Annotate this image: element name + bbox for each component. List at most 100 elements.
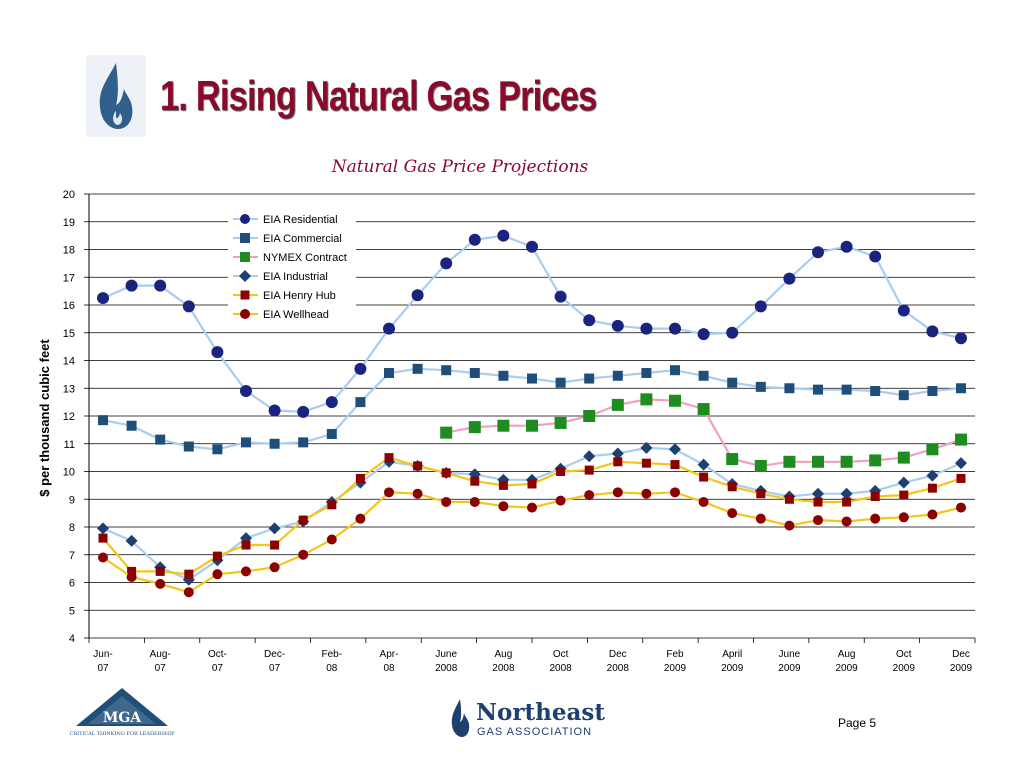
- x-tick-label-top: Aug: [495, 649, 513, 660]
- data-point: [212, 569, 223, 580]
- data-point: [955, 433, 967, 446]
- legend-label: EIA Industrial: [263, 271, 328, 283]
- data-point: [813, 384, 823, 395]
- data-point: [555, 377, 566, 388]
- x-tick-label-top: Feb: [666, 649, 684, 660]
- y-tick-label: 16: [63, 300, 75, 312]
- x-tick-label-top: June: [435, 649, 457, 660]
- series-layer: [97, 229, 967, 598]
- data-point: [840, 240, 853, 253]
- legend-marker: [240, 290, 250, 300]
- data-point: [640, 322, 653, 335]
- data-point: [870, 491, 880, 501]
- data-point: [956, 473, 966, 483]
- data-point: [240, 385, 252, 398]
- data-point: [98, 415, 108, 426]
- y-tick-label: 15: [63, 328, 75, 340]
- data-point: [526, 419, 538, 432]
- nga-logo-name: Northeast: [476, 699, 605, 726]
- data-point: [325, 396, 338, 409]
- data-point: [812, 246, 824, 259]
- data-point: [355, 513, 366, 524]
- data-point: [670, 365, 680, 376]
- data-point: [669, 394, 681, 407]
- data-point: [956, 383, 966, 394]
- data-point: [154, 279, 167, 292]
- x-tick-label-bottom: 2009: [950, 663, 973, 674]
- data-point: [497, 419, 510, 432]
- x-tick-label-bottom: 08: [383, 663, 395, 674]
- legend-item: EIA Commercial: [233, 233, 342, 245]
- data-point: [726, 453, 739, 466]
- legend-label: EIA Wellhead: [263, 309, 329, 321]
- data-point: [498, 370, 509, 381]
- data-point: [268, 522, 281, 535]
- data-point: [697, 328, 710, 341]
- data-point: [384, 487, 394, 498]
- data-point: [527, 502, 537, 513]
- data-point: [927, 386, 938, 397]
- data-point: [813, 515, 823, 526]
- data-point: [611, 447, 624, 460]
- data-point: [241, 437, 251, 448]
- data-point: [269, 438, 280, 449]
- data-point: [469, 497, 480, 508]
- data-point: [611, 319, 624, 332]
- data-point: [641, 488, 652, 499]
- data-point: [97, 522, 109, 535]
- data-point: [699, 472, 709, 482]
- data-point: [870, 513, 881, 524]
- legend-label: NYMEX Contract: [263, 252, 347, 264]
- data-point: [441, 365, 452, 376]
- series-eia-henry-hub: [98, 453, 966, 579]
- data-point: [641, 367, 652, 378]
- data-point: [897, 451, 910, 464]
- legend-marker: [240, 309, 250, 319]
- data-point: [298, 515, 308, 525]
- data-point: [840, 487, 853, 500]
- data-point: [440, 426, 453, 439]
- y-tick-label: 20: [63, 189, 75, 201]
- y-tick-label: 5: [69, 605, 75, 617]
- data-point: [155, 434, 166, 445]
- data-point: [155, 566, 165, 576]
- data-point: [355, 397, 366, 408]
- data-point: [211, 346, 224, 359]
- data-point: [556, 467, 566, 476]
- series-eia-wellhead: [98, 487, 966, 598]
- x-tick-label-bottom: 08: [326, 663, 338, 674]
- data-point: [413, 461, 423, 471]
- x-tick-label-bottom: 2008: [492, 663, 515, 674]
- legend-marker: [239, 270, 251, 282]
- data-point: [241, 540, 251, 550]
- data-point: [926, 443, 939, 456]
- data-point: [813, 497, 823, 507]
- series-line: [102, 446, 962, 581]
- x-tick-label-top: Dec: [952, 649, 970, 660]
- data-point: [269, 562, 280, 573]
- data-point: [756, 489, 766, 499]
- data-point: [183, 441, 194, 452]
- x-tick-label-bottom: 2009: [835, 663, 858, 674]
- data-point: [354, 362, 367, 375]
- axes: 4 5 6 7 8 9 10 11 12 13 14 15 16 17 18 19 20 Jun- 07 Aug- 07…: [63, 189, 976, 674]
- data-point: [755, 513, 766, 524]
- series-eia-commercial: [98, 363, 966, 455]
- data-point: [754, 300, 767, 313]
- data-point: [897, 304, 910, 317]
- series-eia-residential: [97, 229, 967, 418]
- data-point: [183, 587, 194, 598]
- data-point: [640, 393, 653, 406]
- data-point: [327, 500, 337, 510]
- data-point: [869, 250, 882, 263]
- data-point: [784, 383, 795, 394]
- data-point: [583, 314, 596, 327]
- data-point: [926, 325, 939, 338]
- data-point: [899, 490, 909, 500]
- y-tick-label: 18: [63, 245, 75, 257]
- data-point: [841, 384, 852, 395]
- legend-item: EIA Industrial: [233, 270, 328, 283]
- x-tick-label-bottom: 07: [269, 663, 281, 674]
- flame-icon: [99, 63, 133, 129]
- flame-logo: [86, 55, 146, 137]
